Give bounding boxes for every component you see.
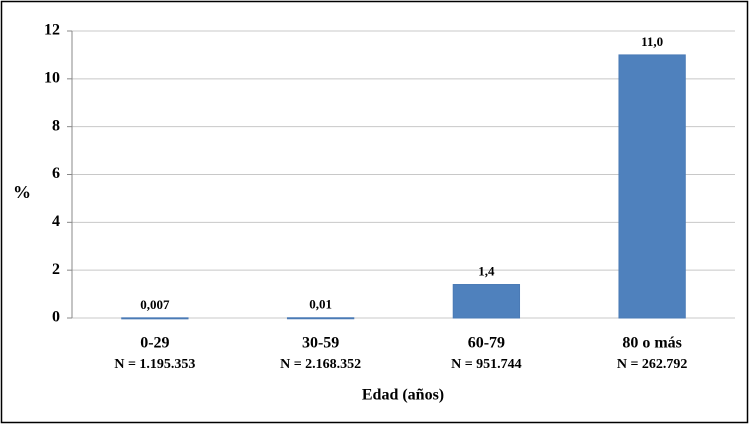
data-label: 1,4	[478, 264, 495, 279]
y-tick-label: 0	[52, 309, 60, 326]
bar	[286, 317, 355, 320]
y-tick-label: 4	[52, 213, 60, 230]
x-axis-label: Edad (años)	[362, 387, 444, 404]
data-label: 0,007	[140, 297, 170, 312]
x-tick-sublabel: N = 262.792	[617, 357, 688, 372]
x-tick-label: 60-79	[468, 335, 505, 352]
x-tick-sublabel: N = 1.195.353	[114, 357, 195, 372]
x-tick-label: 0-29	[140, 335, 169, 352]
y-tick-label: 12	[44, 22, 60, 39]
y-axis-label: %	[13, 182, 31, 202]
y-tick-label: 8	[52, 117, 60, 134]
y-tick-label: 10	[44, 70, 60, 87]
y-tick-label: 6	[52, 165, 60, 182]
x-tick-sublabel: N = 951.744	[451, 357, 522, 372]
bar	[618, 54, 686, 319]
x-tick-label: 30-59	[302, 335, 339, 352]
data-label: 0,01	[309, 297, 332, 312]
bar	[452, 284, 521, 319]
x-tick-label: 80 o más	[622, 335, 682, 352]
y-tick-label: 2	[52, 261, 60, 278]
data-label: 11,0	[641, 34, 663, 49]
x-tick-sublabel: N = 2.168.352	[280, 357, 361, 372]
bar	[121, 317, 189, 320]
